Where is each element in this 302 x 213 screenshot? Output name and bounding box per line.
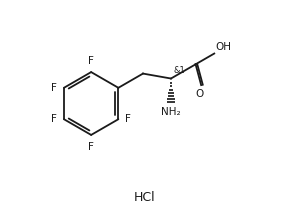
- Text: F: F: [88, 56, 94, 66]
- Text: HCl: HCl: [134, 191, 156, 204]
- Text: O: O: [196, 89, 204, 99]
- Text: OH: OH: [216, 42, 232, 52]
- Text: F: F: [88, 141, 94, 151]
- Text: F: F: [51, 114, 57, 124]
- Text: F: F: [125, 114, 131, 124]
- Text: NH₂: NH₂: [161, 107, 181, 117]
- Text: F: F: [51, 83, 57, 93]
- Text: &1: &1: [173, 66, 185, 75]
